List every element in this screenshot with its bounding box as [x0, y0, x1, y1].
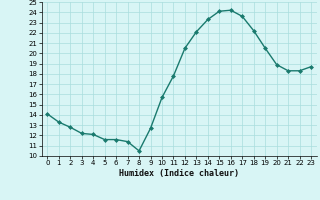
X-axis label: Humidex (Indice chaleur): Humidex (Indice chaleur)	[119, 169, 239, 178]
